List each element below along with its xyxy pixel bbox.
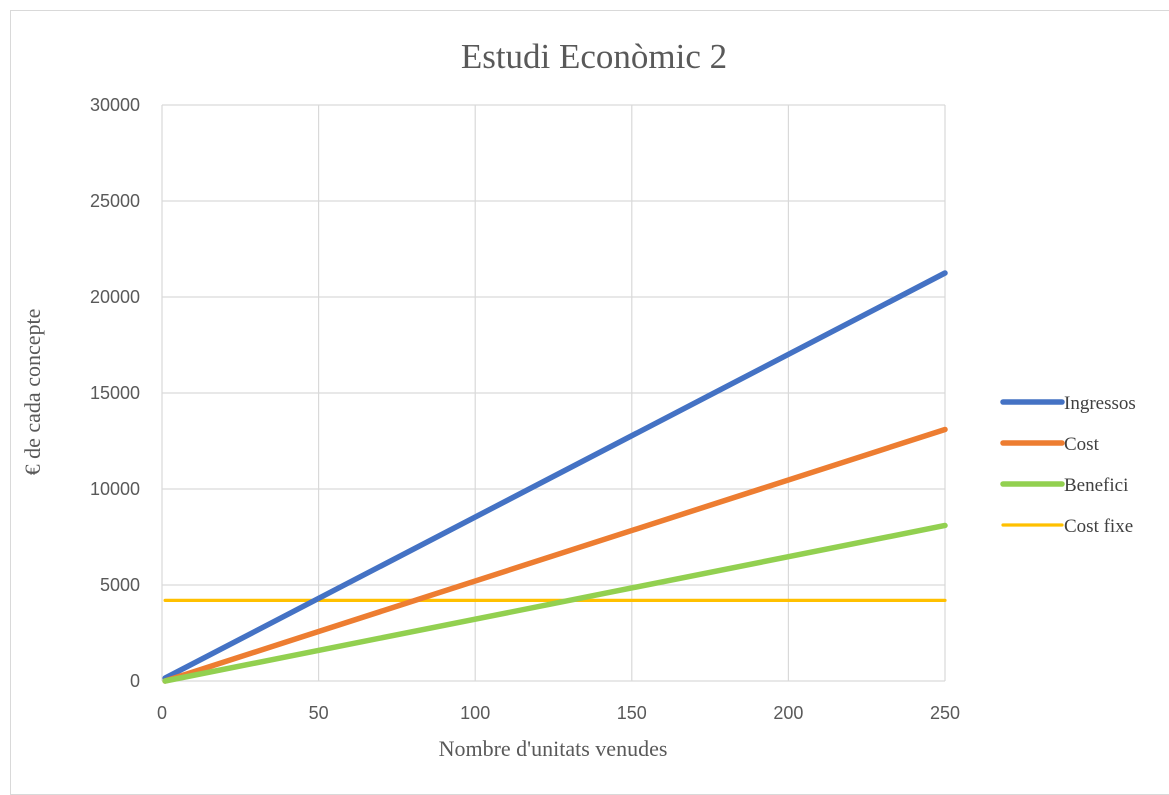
series-line-ingressos [162,270,948,681]
chart-frame [10,10,1169,795]
y-tick-label: 25000 [90,191,140,211]
grid-layer [161,104,946,682]
y-tick-label: 15000 [90,383,140,403]
y-tick-label: 5000 [100,575,140,595]
y-tick-label: 10000 [90,479,140,499]
x-tick-label: 150 [617,703,647,723]
legend-label: Benefici [1064,475,1128,496]
ticks-layer: 0 5000 10000 15000 20000 25000 30000 0 50 100 150 2… [90,95,960,723]
x-tick-label: 250 [930,703,960,723]
legend: Ingressos Cost Benefici Cost fixe [1000,393,1136,537]
series-line-cost [162,426,948,684]
x-tick-label: 0 [157,703,167,723]
y-tick-label: 30000 [90,95,140,115]
x-tick-label: 50 [309,703,329,723]
legend-label: Cost fixe [1064,516,1133,537]
series-layer [162,270,948,684]
y-tick-label: 20000 [90,287,140,307]
series-line-benefici [162,522,948,684]
x-axis-title: Nombre d'unitats venudes [439,736,668,761]
x-tick-label: 200 [773,703,803,723]
y-tick-label: 0 [130,671,140,691]
chart-title: Estudi Econòmic 2 [461,37,727,76]
x-tick-label: 100 [460,703,490,723]
legend-label: Ingressos [1064,393,1136,414]
y-axis-title: € de cada concepte [20,309,45,476]
legend-label: Cost [1064,434,1100,455]
